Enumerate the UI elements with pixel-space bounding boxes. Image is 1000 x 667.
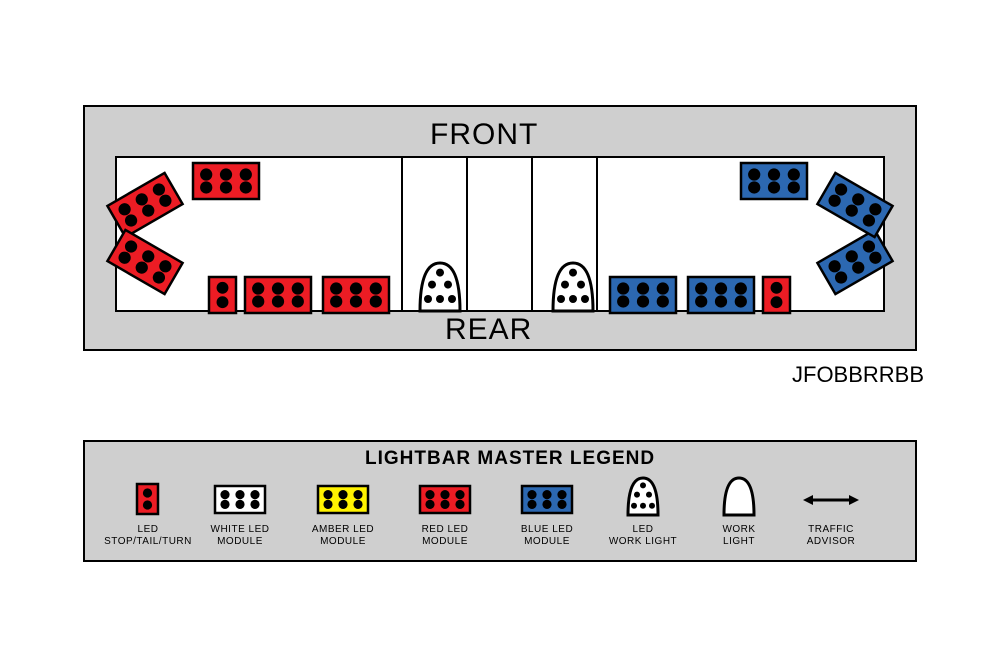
led6-red [107, 230, 182, 294]
led6-blue [522, 486, 572, 513]
led6-white [215, 486, 265, 513]
led6-blue [688, 277, 754, 313]
legend-label-4: BLUE LEDMODULE [514, 524, 580, 548]
led2-red [209, 277, 236, 313]
dome_dots-white [553, 263, 593, 311]
dome_dots-white [420, 263, 460, 311]
led6-blue [610, 277, 676, 313]
led6-red [193, 163, 259, 199]
led6-amber [318, 486, 368, 513]
legend-label-6: WORKLIGHT [711, 524, 767, 548]
dome_plain-white [724, 478, 754, 515]
legend-label-0: LEDSTOP/TAIL/TURN [103, 524, 193, 548]
svg-layer [0, 0, 1000, 667]
arrow-black [803, 495, 859, 505]
led6-blue [817, 173, 892, 237]
led6-red [420, 486, 470, 513]
led6-blue [741, 163, 807, 199]
legend-label-2: AMBER LEDMODULE [307, 524, 379, 548]
led6-red [107, 173, 182, 237]
legend-label-7: TRAFFICADVISOR [801, 524, 861, 548]
legend-label-3: RED LEDMODULE [412, 524, 478, 548]
legend-label-5: LEDWORK LIGHT [607, 524, 679, 548]
led6-blue [817, 230, 892, 294]
dome_dots-white [628, 478, 658, 515]
led6-red [323, 277, 389, 313]
led6-red [245, 277, 311, 313]
led2-red [763, 277, 790, 313]
led2-red [137, 484, 158, 514]
legend-label-1: WHITE LEDMODULE [205, 524, 275, 548]
